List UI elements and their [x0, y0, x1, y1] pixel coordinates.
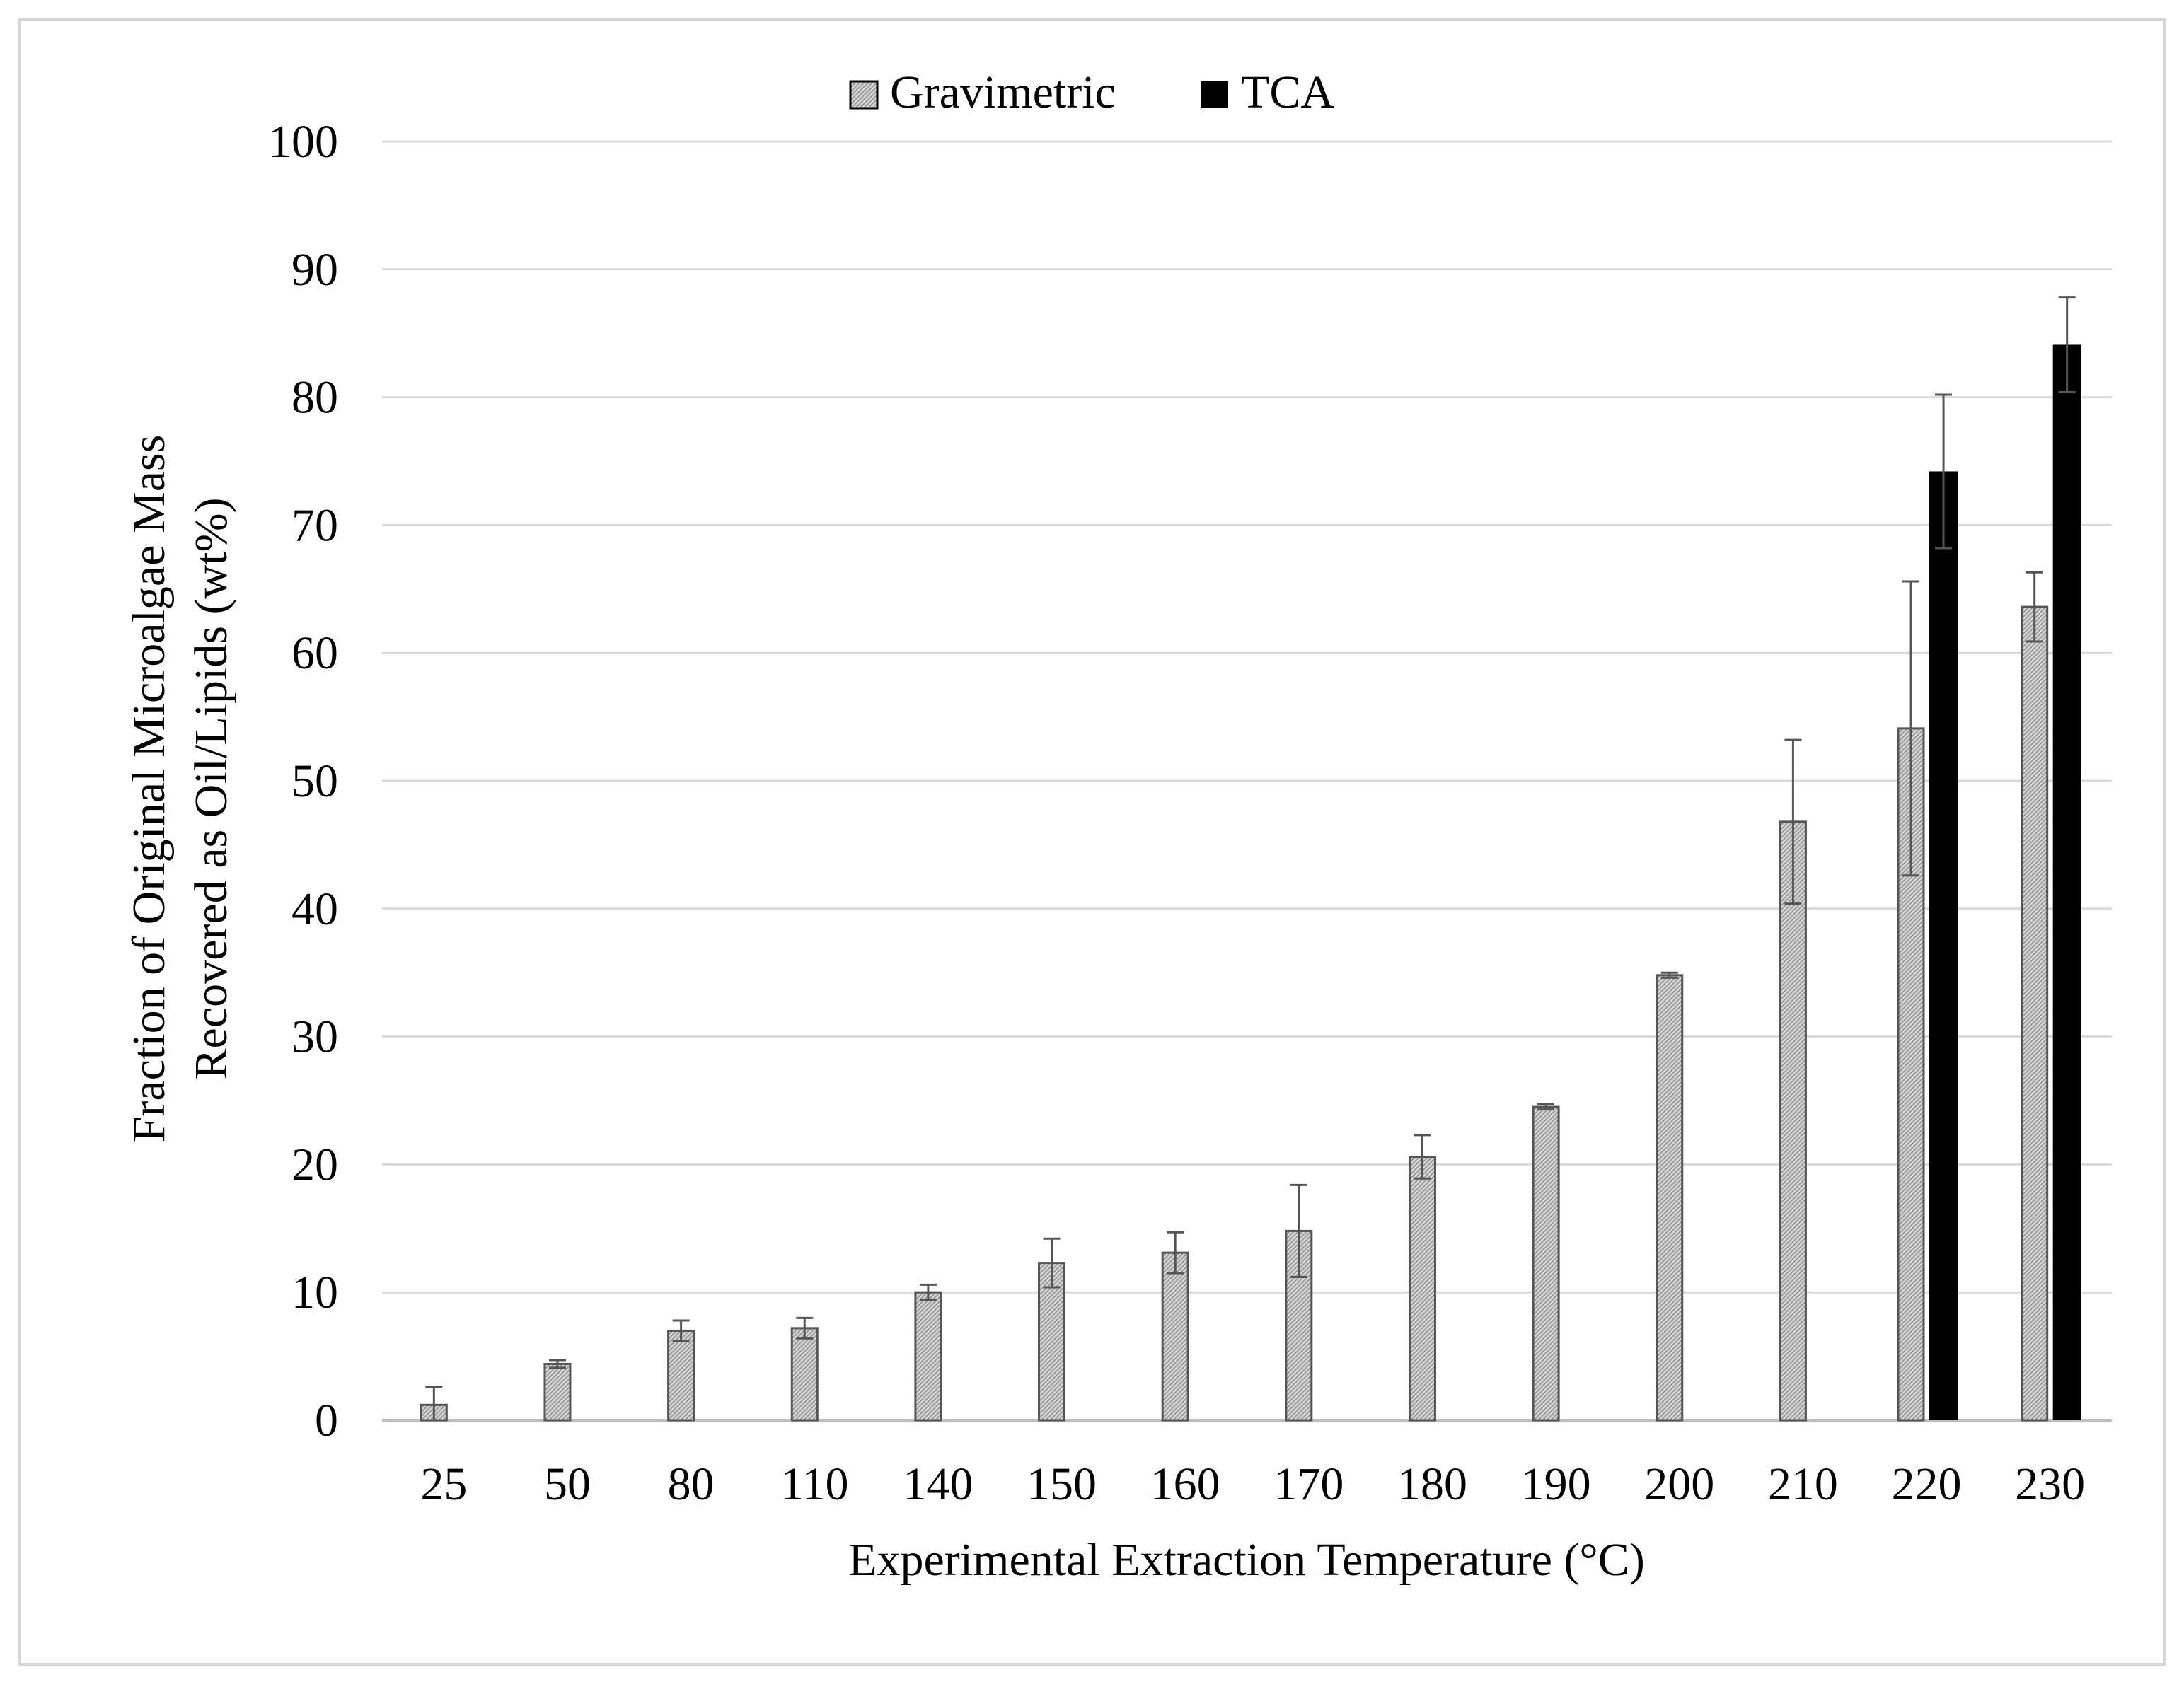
y-tick-label: 30	[291, 1011, 338, 1063]
x-tick-label: 220	[1892, 1458, 1962, 1510]
bar-tca	[2052, 344, 2081, 1421]
y-tick-label: 100	[268, 116, 338, 168]
legend-label-gravimetric: Gravimetric	[890, 66, 1116, 118]
x-tick-label: 160	[1150, 1458, 1220, 1510]
bars	[420, 344, 2081, 1422]
x-axis-title: Experimental Extraction Temperature (°C)	[848, 1534, 1645, 1586]
y-tick-label: 20	[291, 1139, 338, 1190]
y-axis-title-line2: Recovered as Oil/Lipids (wt%)	[185, 498, 237, 1080]
bar-gravimetric	[1897, 727, 1925, 1422]
x-tick-label: 50	[544, 1458, 591, 1510]
x-tick-label: 180	[1397, 1458, 1467, 1510]
y-tick-label: 10	[291, 1267, 338, 1318]
bar-gravimetric	[1779, 820, 1807, 1422]
y-tick-label: 0	[315, 1395, 338, 1446]
y-tick-label: 50	[291, 755, 338, 807]
x-tick-label: 80	[668, 1458, 715, 1510]
bar-gravimetric	[1408, 1156, 1436, 1422]
x-tick-label: 25	[420, 1458, 467, 1510]
x-tick-label: 110	[780, 1458, 849, 1510]
bar-gravimetric	[543, 1362, 572, 1422]
bar-gravimetric	[1161, 1251, 1189, 1422]
x-tick-label: 200	[1644, 1458, 1714, 1510]
chart-border	[18, 18, 2166, 1666]
bar-tca	[1929, 471, 1958, 1420]
bar-gravimetric	[667, 1329, 695, 1422]
legend-label-tca: TCA	[1241, 66, 1334, 118]
legend-swatch-tca	[1201, 81, 1228, 108]
legend: Gravimetric TCA	[849, 66, 1334, 118]
x-tick-label: 140	[903, 1458, 973, 1510]
y-tick-label: 80	[291, 372, 338, 424]
legend-swatch-gravimetric	[849, 80, 879, 110]
x-tick-label: 230	[2015, 1458, 2085, 1510]
x-tick-label: 210	[1768, 1458, 1838, 1510]
y-tick-label: 70	[291, 499, 338, 551]
y-axis-tick-labels: 0 10 20 30 40 50 60 70 80 90 100	[268, 116, 338, 1446]
y-tick-label: 40	[291, 883, 338, 935]
bar-gravimetric	[1656, 974, 1684, 1422]
y-tick-label: 90	[291, 244, 338, 296]
y-tick-label: 60	[291, 627, 338, 679]
bar-gravimetric	[914, 1291, 942, 1422]
x-tick-label: 150	[1027, 1458, 1097, 1510]
x-tick-label: 170	[1273, 1458, 1344, 1510]
x-tick-label: 190	[1521, 1458, 1591, 1510]
bar-gravimetric	[790, 1327, 819, 1422]
bar-gravimetric	[2021, 605, 2049, 1422]
bar-gravimetric	[1038, 1262, 1066, 1422]
error-bars	[425, 296, 2076, 1420]
grid-lines	[382, 140, 2112, 1422]
bar-gravimetric	[1532, 1105, 1560, 1422]
y-axis-title-line1: Fraction of Original Microalgae Mass	[123, 435, 175, 1143]
x-axis-tick-labels: 25 50 80 110 140 150 160 170 180 190 200 210 220 230	[420, 1458, 2085, 1510]
